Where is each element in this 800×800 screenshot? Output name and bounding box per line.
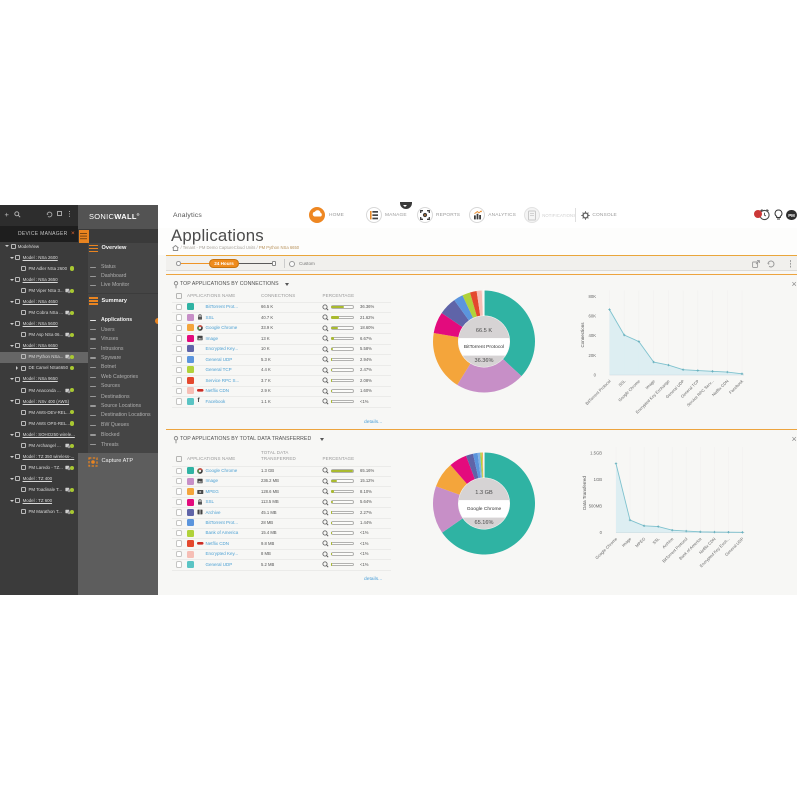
svg-text:Connections: Connections — [580, 322, 585, 348]
svg-text:Data Transferred: Data Transferred — [582, 476, 587, 510]
svg-text:60K: 60K — [589, 314, 597, 319]
svg-text:BitTorrent Protocol: BitTorrent Protocol — [464, 344, 504, 350]
svg-text:1.3 GB: 1.3 GB — [475, 490, 493, 496]
svg-text:0: 0 — [600, 530, 603, 535]
svg-text:40K: 40K — [589, 333, 597, 338]
svg-text:SSL: SSL — [617, 378, 627, 388]
svg-text:80K: 80K — [589, 294, 597, 299]
svg-text:SSL: SSL — [651, 536, 661, 546]
svg-text:MPEG: MPEG — [634, 536, 646, 548]
svg-text:36.36%: 36.36% — [475, 358, 494, 364]
svg-text:500MB: 500MB — [589, 504, 602, 509]
svg-text:0: 0 — [594, 372, 597, 377]
svg-text:BitTorrent Protocol: BitTorrent Protocol — [584, 379, 611, 406]
svg-text:Facebook: Facebook — [728, 378, 745, 395]
svg-text:1.5GB: 1.5GB — [590, 451, 602, 456]
svg-text:Image: Image — [644, 378, 656, 390]
svg-text:65.16%: 65.16% — [475, 520, 494, 526]
svg-text:Google Chrome: Google Chrome — [467, 506, 502, 512]
svg-text:66.5 K: 66.5 K — [476, 328, 492, 334]
svg-text:Image: Image — [621, 536, 633, 548]
svg-text:1GB: 1GB — [594, 477, 603, 482]
svg-text:Google Chrome: Google Chrome — [594, 536, 618, 560]
svg-text:20K: 20K — [589, 353, 597, 358]
